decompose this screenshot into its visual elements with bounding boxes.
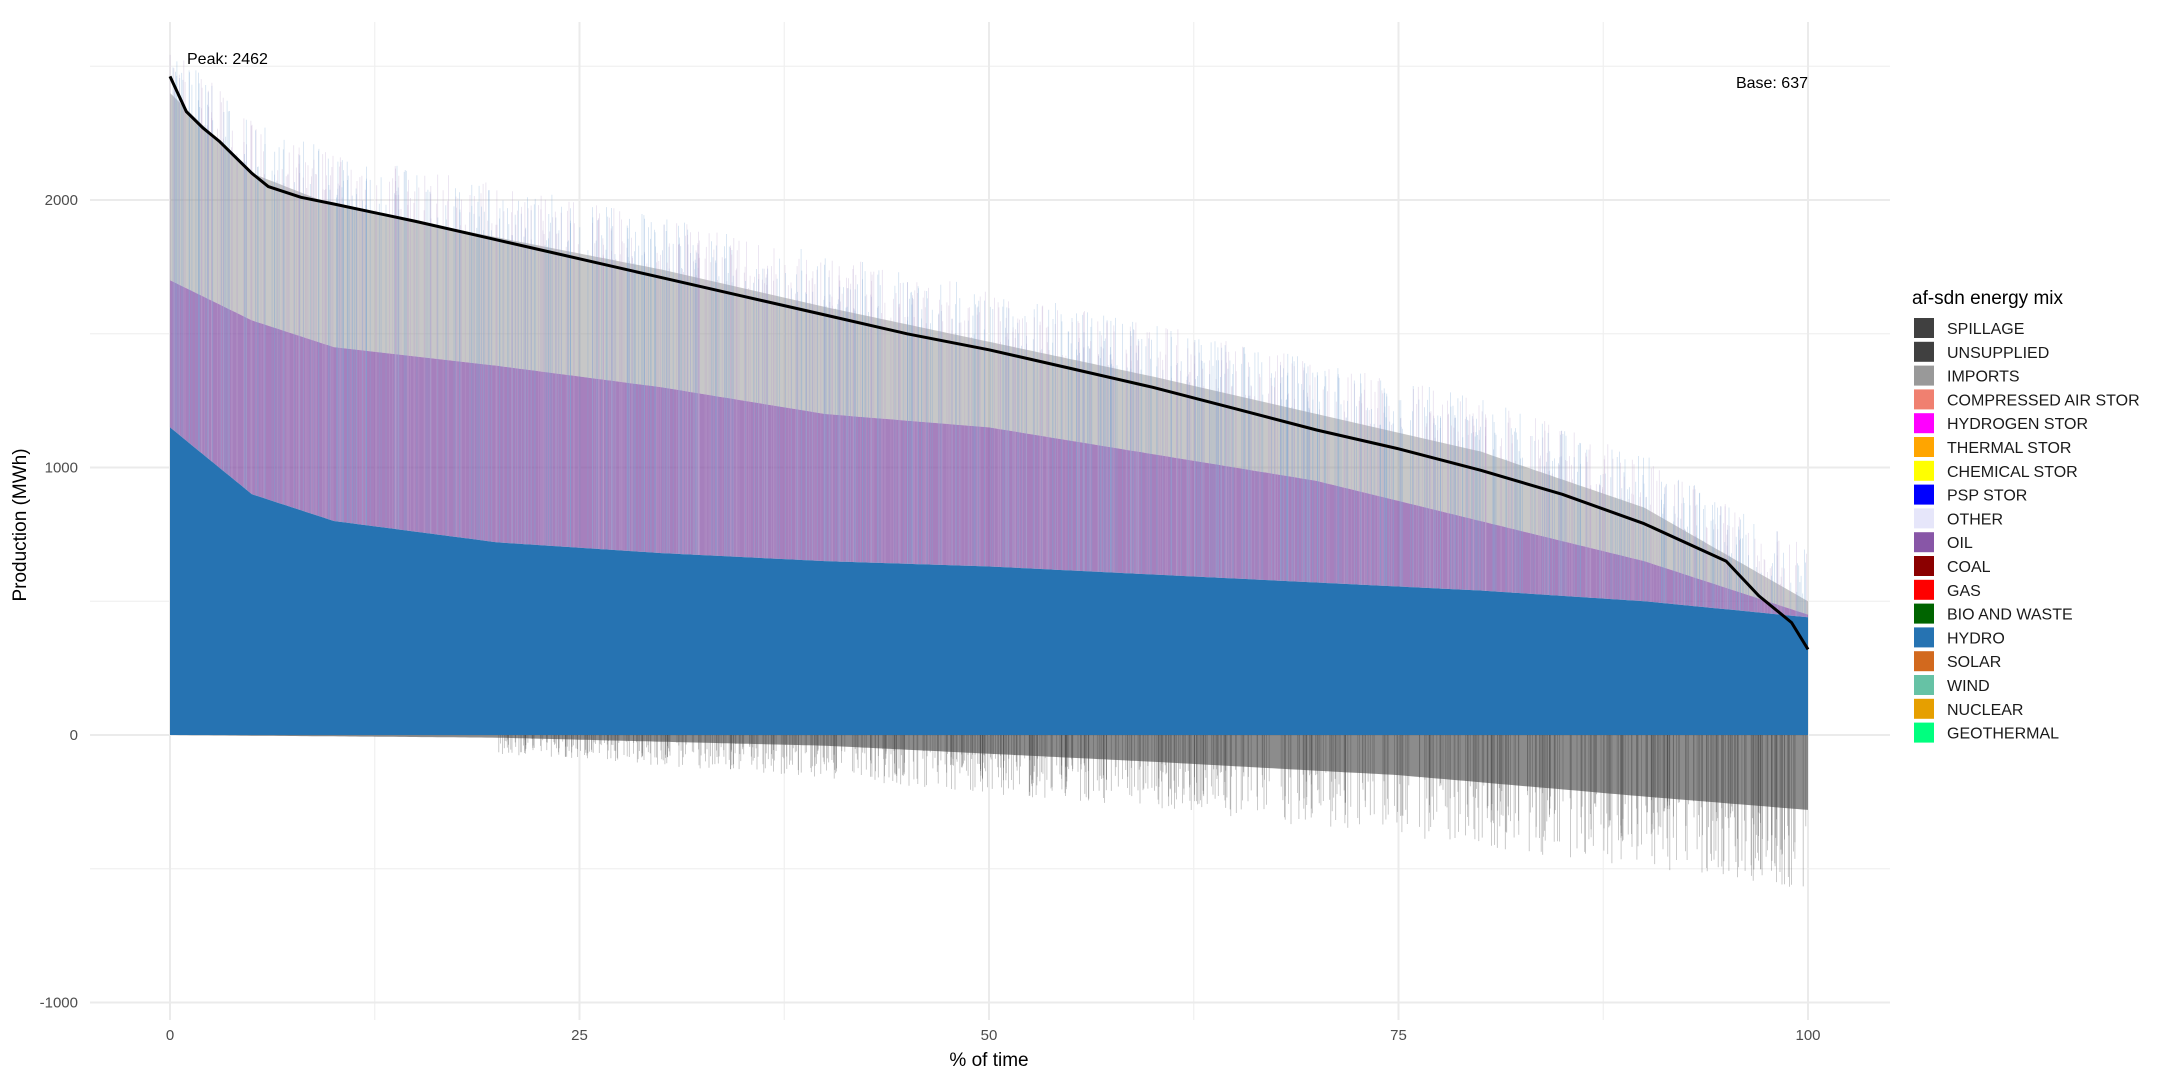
legend-item: IMPORTS	[1914, 365, 2020, 386]
load-curve-line	[168, 75, 1810, 651]
legend-label: HYDRO	[1947, 630, 2005, 647]
y-axis-title: Production (MWh)	[10, 448, 31, 601]
legend-item: GAS	[1914, 579, 1981, 600]
legend-swatch	[1914, 365, 1934, 386]
legend-label: OTHER	[1947, 511, 2003, 528]
y-tick-label: -1000	[40, 995, 78, 1012]
x-axis-title: % of time	[949, 1050, 1028, 1071]
legend-item: HYDROGEN STOR	[1914, 413, 2088, 434]
annotation-peak: Peak: 2462	[187, 51, 268, 68]
x-tick-label: 25	[571, 1027, 588, 1044]
legend-item: SPILLAGE	[1914, 318, 2024, 338]
legend-swatch	[1914, 484, 1934, 505]
legend-swatch	[1914, 698, 1934, 719]
legend-item: HYDRO	[1914, 627, 2005, 648]
legend-item: THERMAL STOR	[1914, 437, 2071, 457]
area-imports	[170, 93, 1808, 615]
x-tick-label: 100	[1795, 1027, 1820, 1044]
legend-title: af-sdn energy mix	[1912, 288, 2064, 309]
y-tick-label: 2000	[45, 192, 78, 209]
legend-swatch	[1914, 437, 1934, 457]
legend-swatch	[1914, 532, 1934, 553]
area-hydro	[170, 427, 1808, 735]
legend-label: HYDROGEN STOR	[1947, 416, 2088, 433]
legend-label: BIO AND WASTE	[1947, 607, 2073, 624]
legend-label: COMPRESSED AIR STOR	[1947, 392, 2140, 409]
legend-swatch	[1914, 413, 1934, 434]
legend-swatch	[1914, 341, 1934, 362]
legend-swatch	[1914, 627, 1934, 648]
legend-label: CHEMICAL STOR	[1947, 464, 2078, 481]
legend-swatch	[1914, 556, 1934, 576]
legend-label: GAS	[1947, 583, 1981, 600]
legend-item: COAL	[1914, 556, 1991, 576]
legend-swatch	[1914, 389, 1934, 410]
legend-swatch	[1914, 675, 1934, 695]
annotations: Peak: 2462 Base: 637	[187, 51, 1808, 92]
legend-item: OTHER	[1914, 508, 2003, 529]
legend-swatch	[1914, 651, 1934, 672]
legend-label: UNSUPPLIED	[1947, 345, 2049, 362]
legend-item: CHEMICAL STOR	[1914, 460, 2078, 481]
legend-item: PSP STOR	[1914, 484, 2027, 505]
legend-label: COAL	[1947, 559, 1991, 576]
y-tick-label: 1000	[45, 460, 78, 477]
annotation-base: Base: 637	[1736, 75, 1808, 92]
stacked-areas	[169, 54, 1808, 887]
legend-label: NUCLEAR	[1947, 702, 2023, 719]
legend: af-sdn energy mix SPILLAGE UNSUPPLIED IMPO…	[1912, 288, 2140, 743]
legend-swatch	[1914, 603, 1934, 624]
x-tick-label: 75	[1390, 1027, 1407, 1044]
area-oil	[170, 280, 1808, 618]
legend-label: IMPORTS	[1947, 369, 2020, 386]
x-tick-label: 50	[981, 1027, 998, 1044]
y-axis-ticks: -1000 0 1000 2000	[40, 192, 78, 1012]
load-duration-curve	[168, 75, 1810, 651]
legend-item: SOLAR	[1914, 651, 2001, 672]
legend-label: PSP STOR	[1947, 488, 2027, 505]
legend-item: NUCLEAR	[1914, 698, 2023, 719]
legend-label: SOLAR	[1947, 654, 2001, 671]
legend-swatch	[1914, 460, 1934, 481]
legend-item: OIL	[1914, 532, 1973, 553]
legend-label: SPILLAGE	[1947, 321, 2024, 338]
legend-item: GEOTHERMAL	[1914, 722, 2059, 743]
legend-label: GEOTHERMAL	[1947, 726, 2059, 743]
legend-label: WIND	[1947, 678, 1990, 695]
legend-swatch	[1914, 508, 1934, 529]
y-tick-label: 0	[70, 727, 78, 744]
area-unsupplied	[170, 735, 1808, 810]
legend-swatch	[1914, 722, 1934, 743]
legend-label: THERMAL STOR	[1947, 440, 2071, 457]
legend-item: UNSUPPLIED	[1914, 341, 2049, 362]
legend-item: WIND	[1914, 675, 1990, 695]
legend-swatch	[1914, 318, 1934, 338]
x-tick-label: 0	[166, 1027, 174, 1044]
legend-item: BIO AND WASTE	[1914, 603, 2073, 624]
legend-label: OIL	[1947, 535, 1973, 552]
legend-swatch	[1914, 579, 1934, 600]
legend-item: COMPRESSED AIR STOR	[1914, 389, 2140, 410]
x-axis-ticks: 0 25 50 75 100	[166, 1027, 1821, 1044]
